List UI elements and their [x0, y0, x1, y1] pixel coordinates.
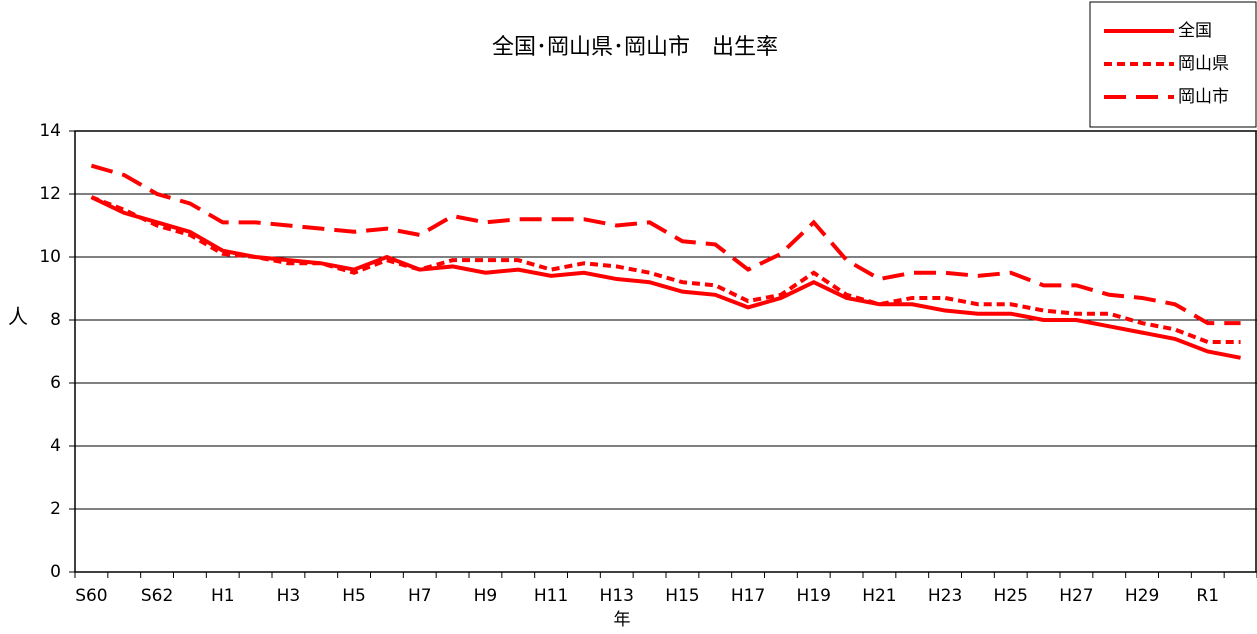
y-tick-label: 8	[50, 310, 61, 330]
chart-title: 全国･岡山県･岡山市 出生率	[492, 35, 778, 60]
x-axis-label: 年	[614, 610, 631, 630]
legend-label: 岡山県	[1178, 54, 1229, 74]
y-tick-label: 12	[39, 184, 61, 204]
x-tick-label: H17	[731, 586, 765, 606]
legend-label: 全国	[1178, 21, 1212, 41]
x-tick-label: S62	[141, 586, 173, 606]
x-tick-label: S60	[75, 586, 107, 606]
x-tick-label: H9	[474, 586, 498, 606]
x-tick-label: H13	[600, 586, 634, 606]
y-tick-label: 10	[39, 247, 61, 267]
x-tick-label: H1	[211, 586, 235, 606]
y-tick-label: 0	[50, 562, 61, 582]
y-tick-label: 2	[50, 499, 61, 519]
plot-frame	[74, 130, 1257, 573]
x-tick-label: H3	[277, 586, 301, 606]
series-line	[90, 195, 1241, 345]
y-tick-label: 4	[50, 436, 61, 456]
x-tick-label: R1	[1196, 586, 1219, 606]
legend-label: 岡山市	[1178, 87, 1229, 107]
x-tick-label: H21	[862, 586, 896, 606]
x-tick-label: H7	[408, 586, 432, 606]
series-line	[90, 163, 1241, 326]
x-tick-label: H5	[342, 586, 366, 606]
x-tick-label: H19	[797, 586, 831, 606]
x-tick-label: H23	[928, 586, 962, 606]
x-tick-label: H15	[665, 586, 699, 606]
x-tick-label: H25	[994, 586, 1028, 606]
y-tick-label: 6	[50, 373, 61, 393]
y-tick-label: 14	[39, 121, 61, 141]
series-line	[90, 195, 1241, 360]
x-tick-label: H29	[1125, 586, 1159, 606]
x-tick-label: H27	[1059, 586, 1093, 606]
y-axis-label: 人	[8, 305, 28, 329]
x-tick-label: H11	[534, 586, 568, 606]
